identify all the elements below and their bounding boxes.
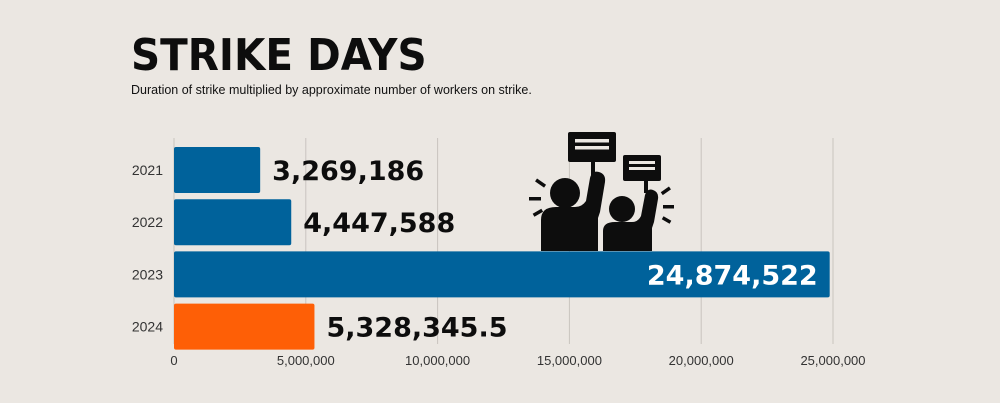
- bar-2023: [174, 251, 830, 298]
- category-labels: 2021 2022 2023 2024: [132, 162, 163, 335]
- bar-2024: [174, 303, 315, 350]
- chart-title: STRIKE DAYS: [131, 30, 427, 81]
- data-labels: 3,269,186 4,447,588 24,874,522 5,328,345.5: [272, 156, 818, 344]
- data-label: 5,328,345.5: [326, 313, 507, 344]
- category-label: 2022: [132, 214, 163, 230]
- category-label: 2023: [132, 266, 163, 282]
- protesters-with-signs-icon: [529, 132, 674, 251]
- x-tick-label: 15,000,000: [537, 353, 602, 368]
- category-label: 2021: [132, 162, 163, 178]
- x-tick-label: 20,000,000: [669, 353, 734, 368]
- bar-2021: [174, 147, 261, 193]
- x-axis-tick-labels: 0 5,000,000 10,000,000 15,000,000 20,000,000…: [170, 353, 865, 368]
- data-label: 4,447,588: [303, 208, 455, 239]
- bar-2022: [174, 199, 292, 246]
- category-label: 2024: [132, 319, 163, 335]
- x-tick-label: 10,000,000: [405, 353, 470, 368]
- x-tick-label: 25,000,000: [800, 353, 865, 368]
- bars: [174, 147, 830, 350]
- data-label: 3,269,186: [272, 156, 424, 187]
- chart-subtitle: Duration of strike multiplied by approxi…: [131, 83, 532, 97]
- x-tick-label: 5,000,000: [277, 353, 335, 368]
- x-tick-label: 0: [170, 353, 177, 368]
- data-label: 24,874,522: [647, 260, 818, 291]
